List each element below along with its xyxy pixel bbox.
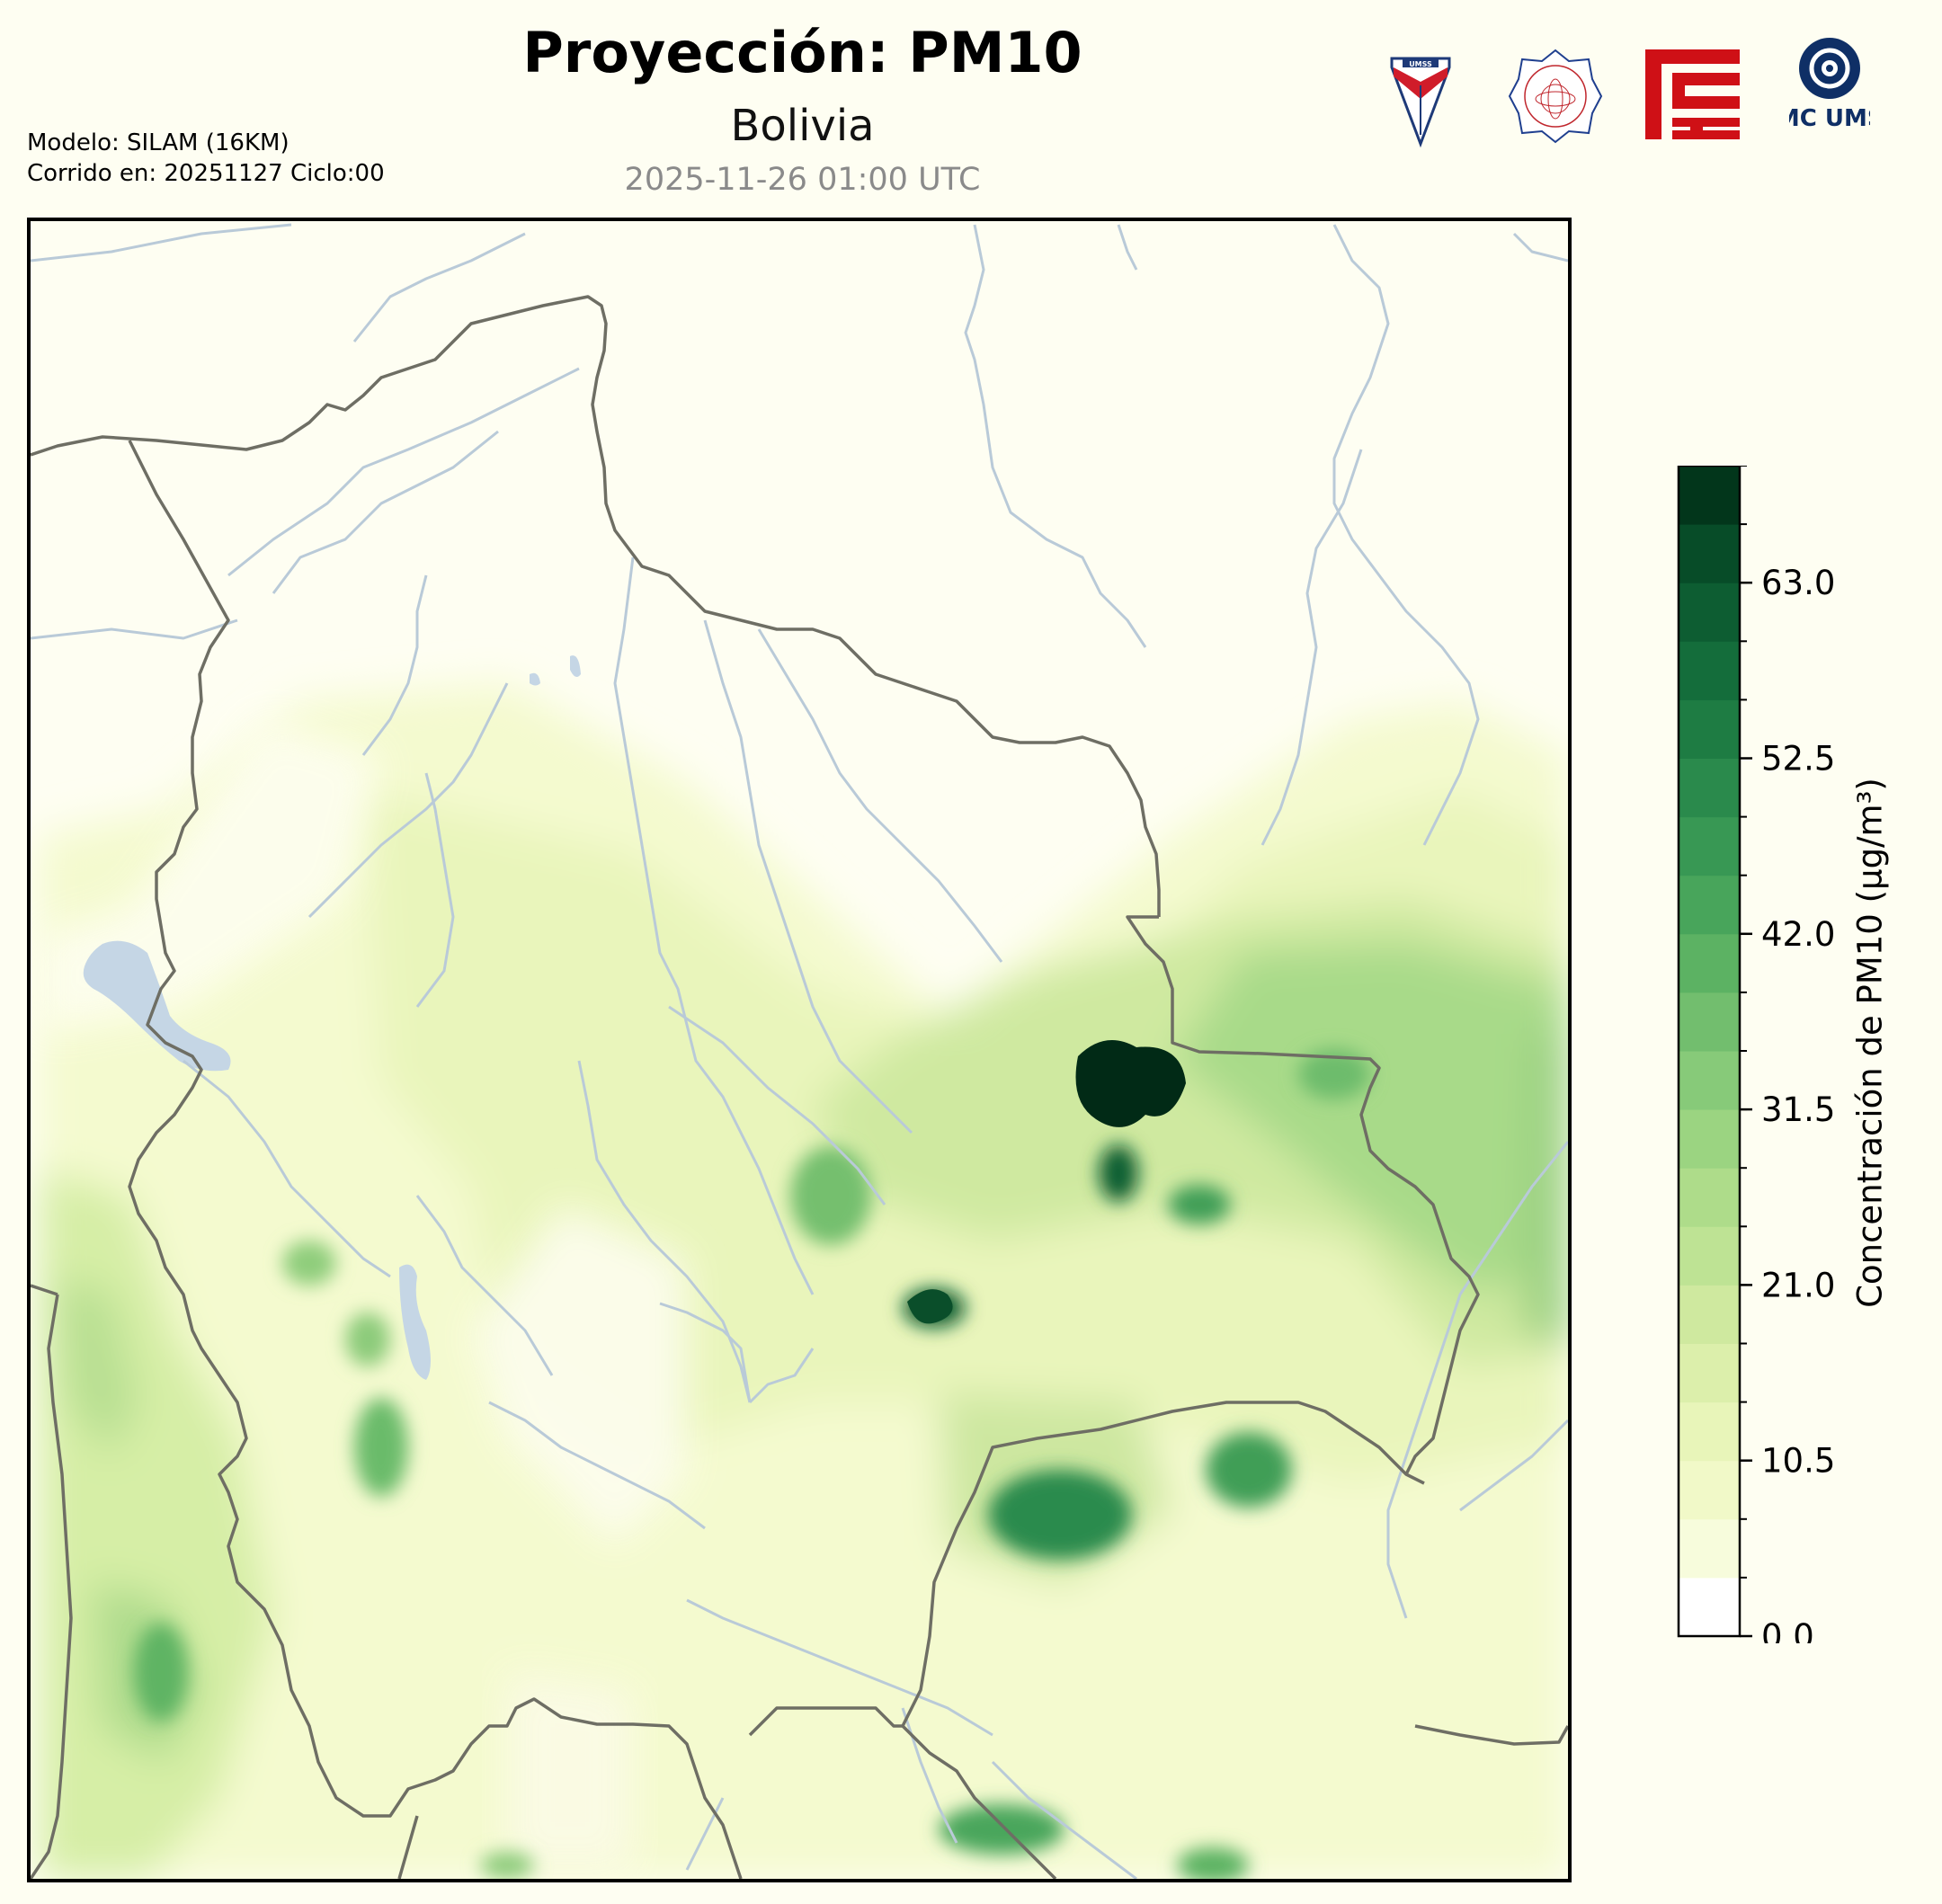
colorbar-band (1679, 699, 1740, 759)
colorbar-tick-label: 0.0 (1761, 1617, 1814, 1643)
colorbar-band (1679, 1051, 1740, 1110)
colorbar-band (1679, 1518, 1740, 1579)
map-title: Proyección: PM10 (522, 20, 1082, 85)
logo-strip: UMSS CMC UMSS (1385, 36, 1888, 162)
run-line: Corrido en: 20251127 Ciclo:00 (27, 160, 385, 187)
colorbar-label: Concentración de PM10 (μg/m³) (1850, 778, 1890, 1308)
colorbar-band (1679, 1109, 1740, 1169)
umss-shield-logo: UMSS (1390, 57, 1451, 148)
colorbar-band (1679, 758, 1740, 818)
country-borders (31, 295, 1568, 1879)
cmc-umss-logo: CMC UMSS (1789, 38, 1870, 132)
colorbar-band (1679, 992, 1740, 1052)
model-line: Modelo: SILAM (16KM) (27, 129, 290, 156)
colorbar-band (1679, 816, 1740, 876)
cmc-logo-text: CMC UMSS (1789, 105, 1870, 132)
colorbar-tick-label: 10.5 (1761, 1442, 1835, 1481)
colorbar-band (1679, 1460, 1740, 1520)
colorbar-band (1679, 1401, 1740, 1462)
colorbar-band (1679, 641, 1740, 700)
colorbar-band (1679, 933, 1740, 993)
colorbar-scale: 0.0 10.5 21.0 31.5 42.0 52.5 63.0 (1677, 464, 1835, 1656)
pm10-map[interactable] (27, 218, 1572, 1882)
colorbar-tick-label: 21.0 (1761, 1266, 1835, 1304)
colorbar-band (1679, 466, 1740, 525)
colorbar-tick-label: 52.5 (1761, 740, 1835, 779)
colorbar-tick-label: 63.0 (1761, 564, 1835, 602)
forecast-timestamp: 2025-11-26 01:00 UTC (624, 162, 981, 198)
pm10-hotspot (1075, 1040, 1186, 1127)
colorbar-band (1679, 1285, 1740, 1344)
colorbar-band (1679, 524, 1740, 583)
colorbar-band (1679, 583, 1740, 642)
lakes (83, 655, 581, 1380)
colorbar-tick-label: 31.5 (1761, 1090, 1835, 1129)
red-geometric-logo (1645, 49, 1740, 139)
physics-department-seal-logo (1508, 49, 1603, 144)
colorbar-band (1679, 1577, 1740, 1637)
model-info: Modelo: SILAM (16KM) Corrido en: 2025112… (27, 128, 385, 189)
colorbar-band (1679, 1168, 1740, 1227)
map-canvas[interactable] (31, 221, 1568, 1879)
region-name: Bolivia (730, 101, 875, 151)
rivers (31, 223, 1568, 1879)
colorbar: 0.0 10.5 21.0 31.5 42.0 52.5 63.0 (1672, 464, 1942, 1656)
colorbar-band (1679, 1343, 1740, 1403)
pm10-concentration-field (40, 683, 1568, 1879)
colorbar-band (1679, 1226, 1740, 1286)
umss-logo-text: UMSS (1409, 60, 1432, 68)
colorbar-tick-label: 42.0 (1761, 915, 1835, 954)
colorbar-band (1679, 875, 1740, 935)
